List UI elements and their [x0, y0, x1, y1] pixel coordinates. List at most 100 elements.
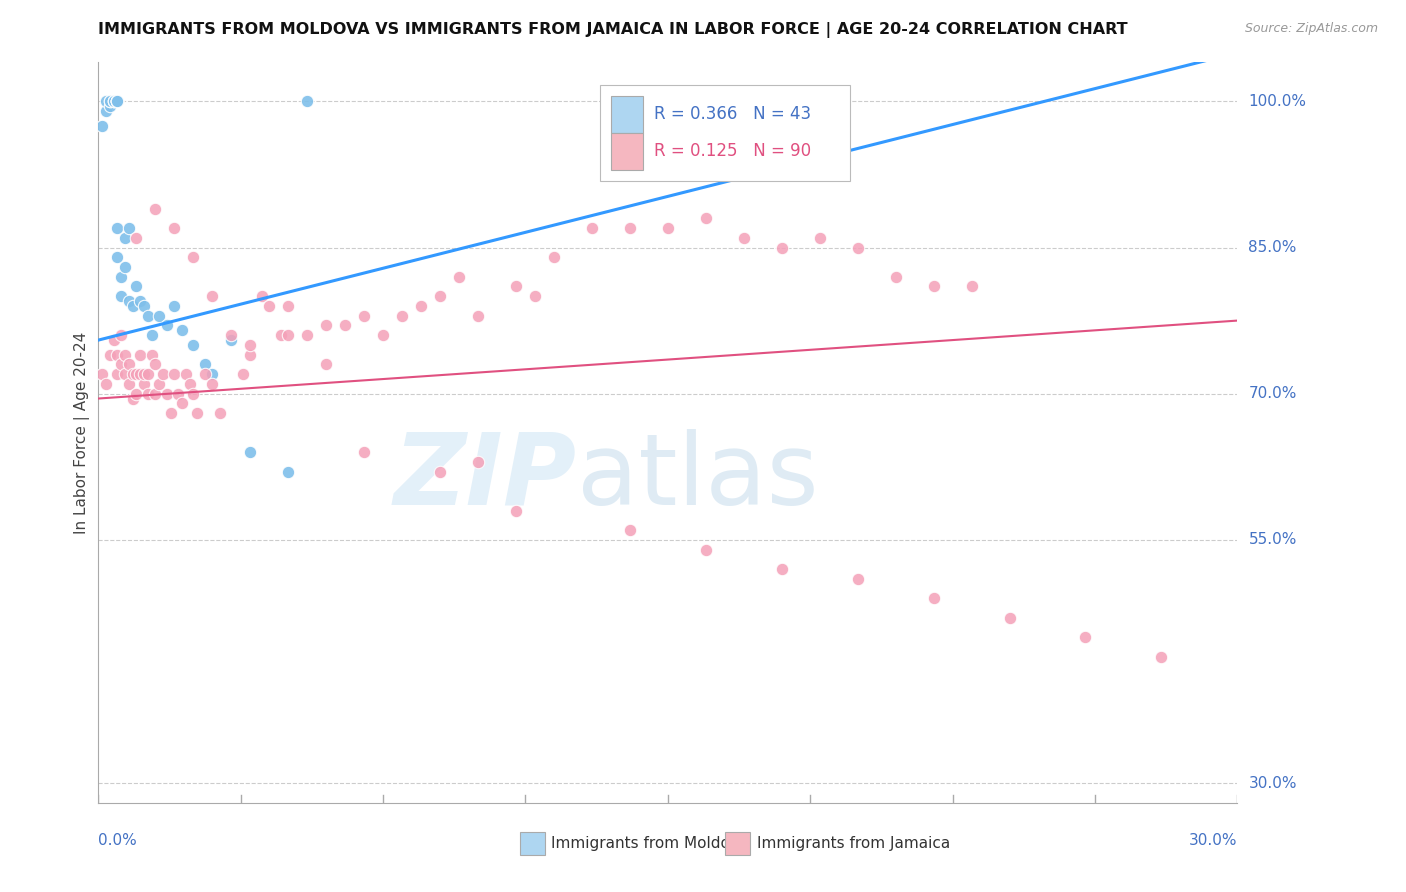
Point: [167, 386, 190, 401]
Point: [315, 318, 337, 333]
Text: Source: ZipAtlas.com: Source: ZipAtlas.com: [1244, 22, 1378, 36]
Point: [107, 95, 129, 109]
Point: [186, 406, 208, 420]
Point: [371, 328, 394, 343]
Point: [98, 99, 121, 113]
Bar: [612, 95, 643, 133]
Point: [884, 269, 907, 284]
Point: [125, 231, 148, 245]
Point: [94, 104, 117, 119]
Point: [619, 95, 641, 109]
Point: [411, 299, 433, 313]
Y-axis label: In Labor Force | Age 20-24: In Labor Force | Age 20-24: [75, 332, 90, 533]
Point: [770, 240, 793, 255]
Point: [1074, 630, 1097, 644]
Point: [208, 406, 231, 420]
Point: [846, 572, 869, 586]
Point: [148, 376, 170, 391]
Point: [98, 348, 121, 362]
Point: [221, 333, 243, 347]
Point: [297, 328, 319, 343]
Point: [183, 250, 205, 264]
FancyBboxPatch shape: [599, 85, 851, 181]
Point: [259, 299, 281, 313]
Point: [505, 279, 527, 293]
Point: [524, 289, 547, 303]
Point: [922, 591, 945, 606]
Point: [129, 294, 152, 309]
Point: [121, 392, 143, 406]
Point: [107, 95, 129, 109]
Text: 0.0%: 0.0%: [98, 833, 138, 848]
Point: [467, 309, 489, 323]
Point: [125, 279, 148, 293]
Point: [194, 358, 217, 372]
Point: [239, 445, 262, 459]
Point: [121, 299, 143, 313]
Point: [163, 367, 186, 381]
Point: [156, 318, 179, 333]
Point: [103, 95, 125, 109]
Point: [114, 367, 136, 381]
Point: [107, 221, 129, 235]
Point: [107, 95, 129, 109]
Point: [277, 465, 299, 479]
Point: [922, 279, 945, 293]
Point: [201, 289, 224, 303]
Text: ZIP: ZIP: [394, 428, 576, 525]
Text: 85.0%: 85.0%: [1249, 240, 1296, 255]
Point: [103, 95, 125, 109]
Point: [353, 309, 375, 323]
Point: [107, 250, 129, 264]
Point: [174, 367, 197, 381]
Point: [429, 465, 451, 479]
Point: [110, 358, 132, 372]
Point: [619, 221, 641, 235]
Point: [94, 376, 117, 391]
Text: Immigrants from Jamaica: Immigrants from Jamaica: [756, 836, 950, 851]
Point: [201, 376, 224, 391]
Point: [141, 348, 163, 362]
Point: [277, 328, 299, 343]
Point: [335, 318, 357, 333]
Point: [141, 328, 163, 343]
Point: [163, 221, 186, 235]
Point: [714, 95, 737, 109]
Point: [391, 309, 413, 323]
Point: [145, 386, 167, 401]
Bar: [612, 133, 643, 169]
Point: [132, 367, 155, 381]
Point: [277, 299, 299, 313]
Point: [183, 338, 205, 352]
Point: [121, 367, 143, 381]
Point: [114, 348, 136, 362]
Point: [110, 289, 132, 303]
Point: [353, 445, 375, 459]
Point: [960, 279, 983, 293]
Point: [695, 542, 717, 557]
Point: [125, 367, 148, 381]
Text: R = 0.366   N = 43: R = 0.366 N = 43: [654, 105, 811, 123]
Point: [201, 367, 224, 381]
Point: [110, 269, 132, 284]
Point: [156, 386, 179, 401]
Point: [132, 299, 155, 313]
Point: [107, 367, 129, 381]
Point: [676, 95, 699, 109]
Text: 55.0%: 55.0%: [1249, 533, 1296, 548]
Point: [1150, 649, 1173, 664]
Point: [114, 231, 136, 245]
Point: [107, 95, 129, 109]
Text: R = 0.125   N = 90: R = 0.125 N = 90: [654, 143, 811, 161]
Point: [657, 221, 679, 235]
Point: [91, 367, 114, 381]
Bar: [520, 832, 546, 855]
Point: [297, 95, 319, 109]
Point: [194, 367, 217, 381]
Point: [733, 231, 755, 245]
Point: [250, 289, 273, 303]
Point: [163, 299, 186, 313]
Point: [695, 211, 717, 226]
Point: [270, 328, 292, 343]
Point: [107, 348, 129, 362]
